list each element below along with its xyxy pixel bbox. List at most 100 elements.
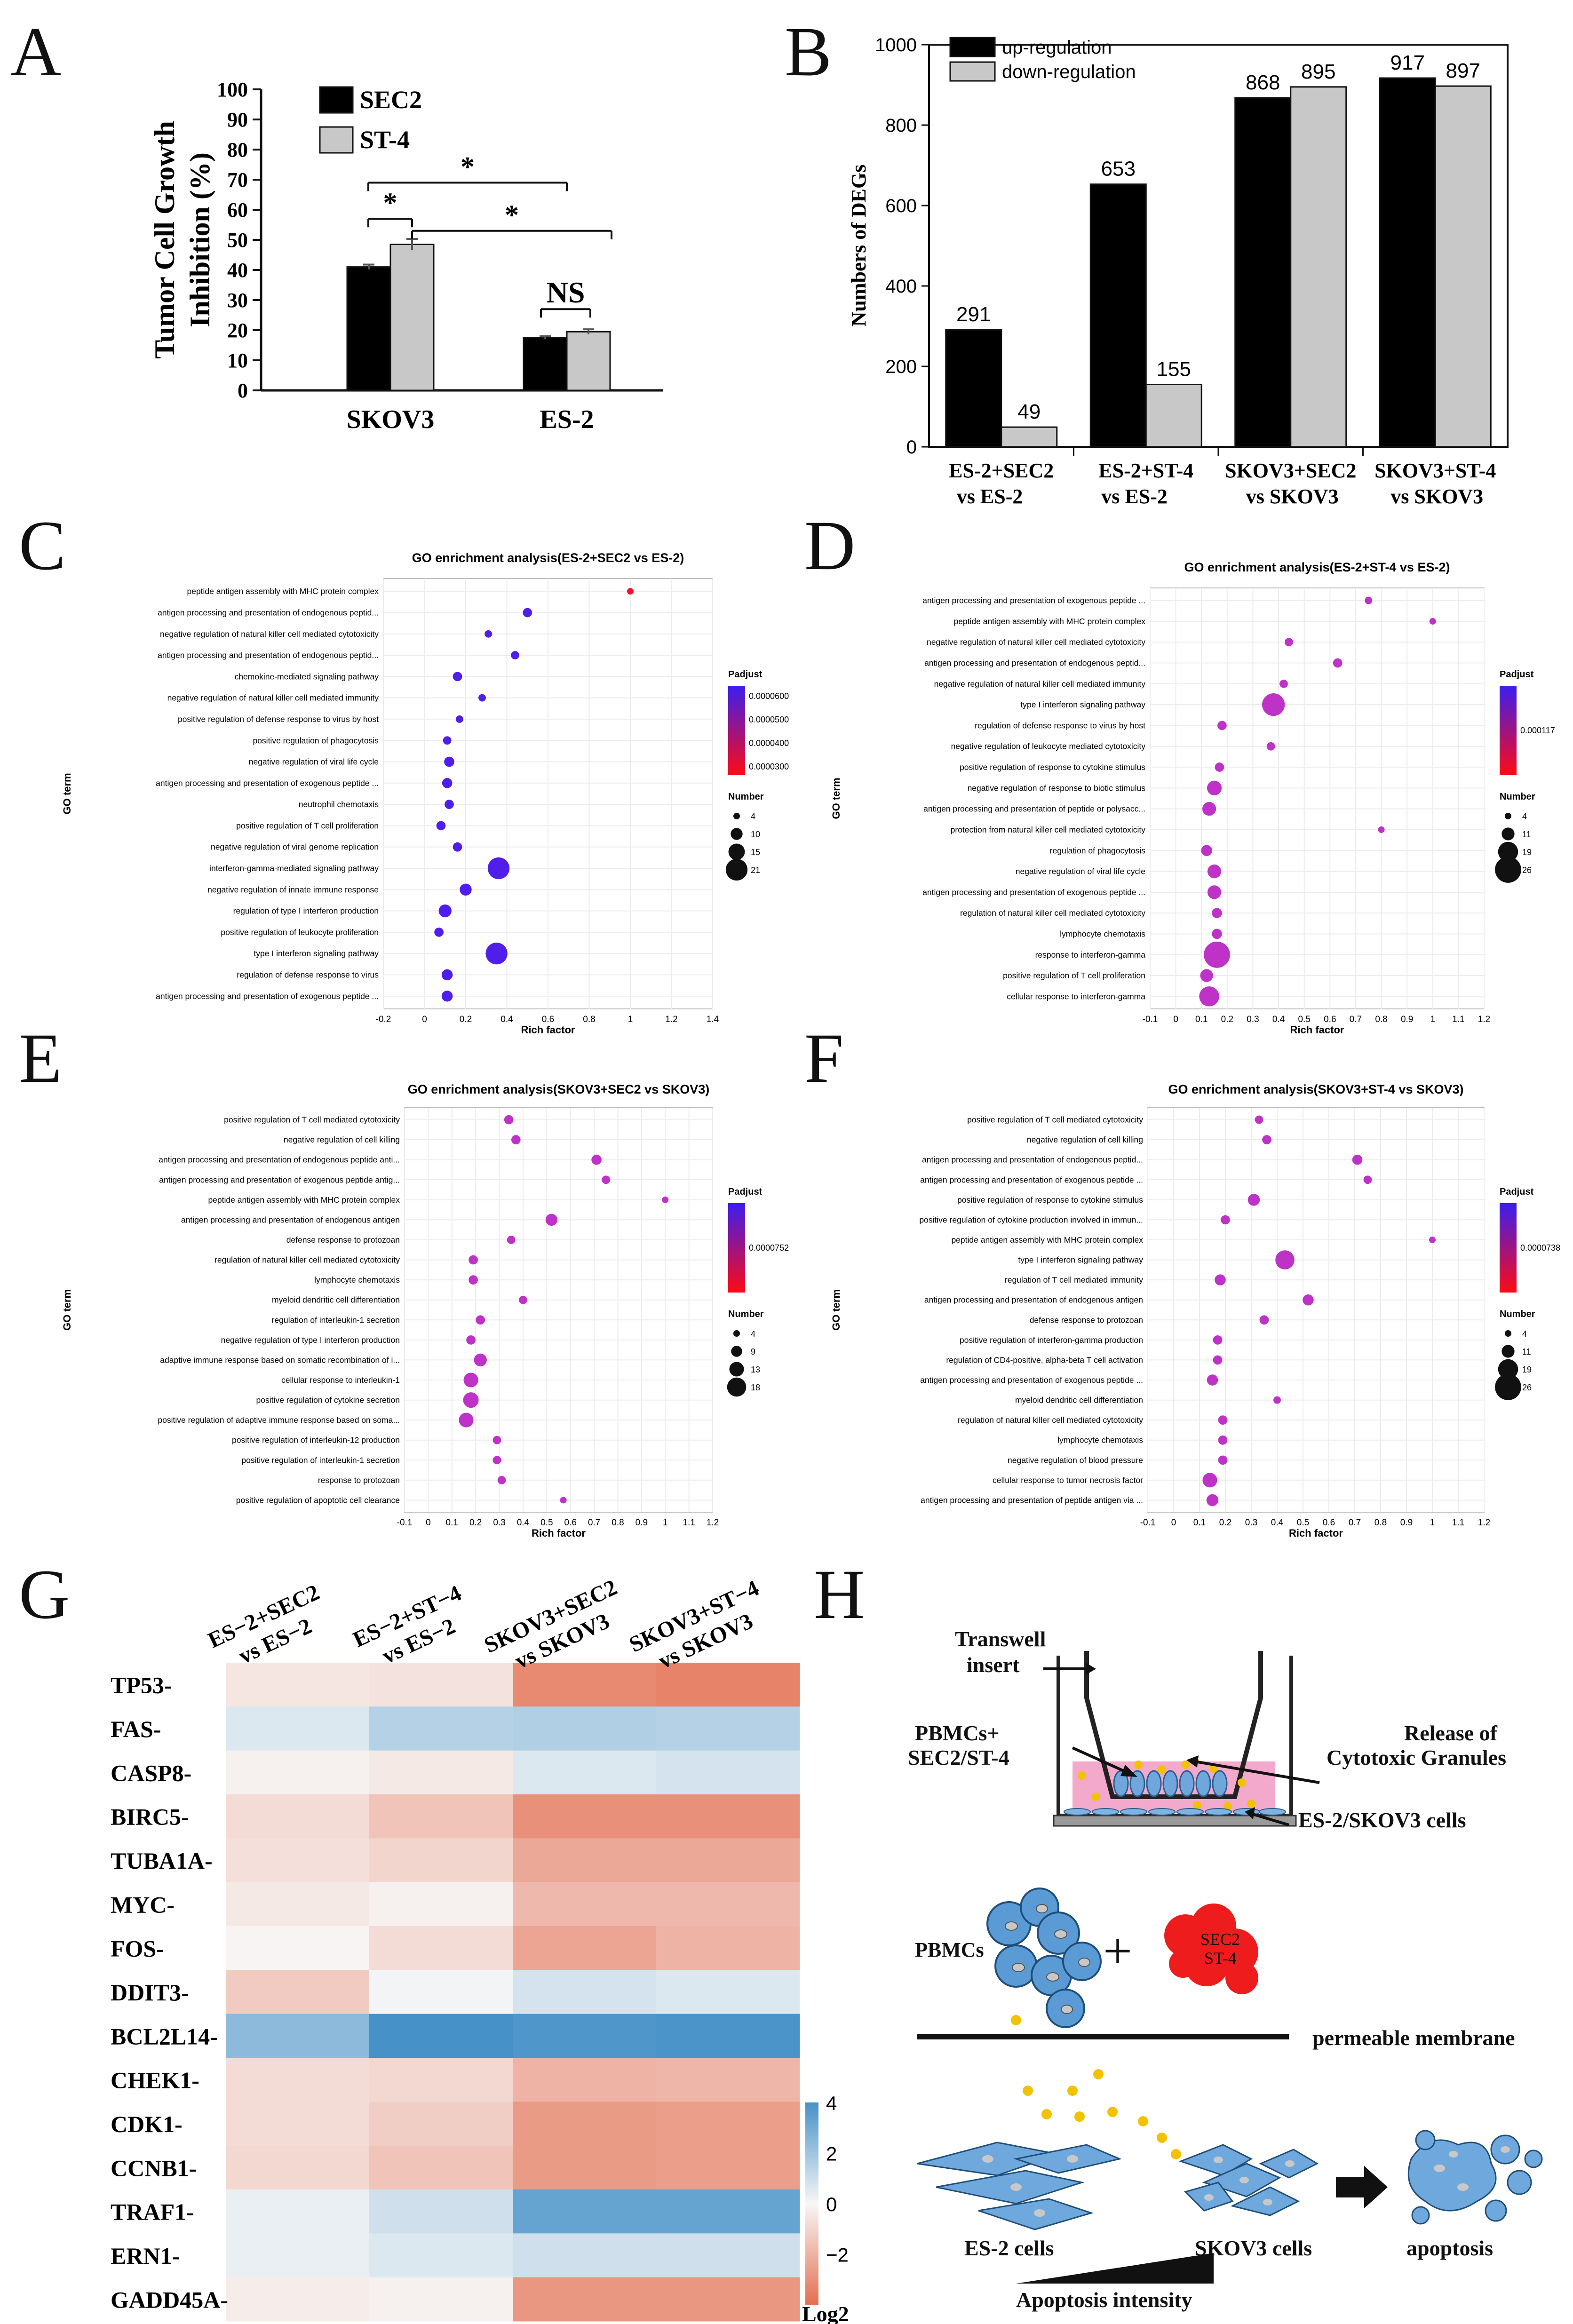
panel-letter-h: H xyxy=(814,1555,865,1634)
g-heatmap-cell xyxy=(369,2014,513,2058)
g-row-label: TUBA1A- xyxy=(111,1848,213,1874)
g-heatmap-cell xyxy=(656,1970,800,2015)
d-plot-frame xyxy=(1150,587,1485,1009)
g-row-label: FOS- xyxy=(111,1935,164,1962)
g-heatmap-cell xyxy=(226,2058,370,2102)
c-x-axis-title: Rich factor xyxy=(521,1024,575,1036)
c-legend-size-tick: 4 xyxy=(751,812,755,821)
e-legend-size-title: Number xyxy=(728,1309,764,1319)
d-point xyxy=(1429,618,1436,625)
g-heatmap-cell xyxy=(513,1970,657,2015)
f-legend-size-dot xyxy=(1505,1330,1511,1337)
d-point xyxy=(1266,742,1275,751)
c-go-term-label: regulation of defense response to virus xyxy=(237,970,379,980)
c-point xyxy=(442,778,453,788)
c-go-term-label: chemokine-mediated signaling pathway xyxy=(235,672,379,681)
c-legend-color-tick: 0.0000300 xyxy=(749,762,789,771)
e-go-term-label: antigen processing and presentation of e… xyxy=(181,1215,400,1224)
transwell-arrowhead xyxy=(1086,1663,1096,1675)
panel-f-go-bubble-chart: GO enrichment analysis(SKOV3+ST-4 vs SKO… xyxy=(830,1082,1560,1539)
d-legend-size-dot xyxy=(1502,827,1515,841)
c-x-tick-label: 1.4 xyxy=(707,1015,719,1024)
transwell-label-line1: Transwell xyxy=(955,1627,1046,1651)
c-legend-color-tick: 0.0000400 xyxy=(749,738,789,748)
d-legend-size-tick: 26 xyxy=(1522,865,1532,875)
c-point xyxy=(441,991,453,1002)
d-legend-size-tick: 4 xyxy=(1522,812,1527,821)
a-y-axis-title: Tumor Cell Growth Inhibition (%) xyxy=(149,121,215,359)
panel-e-go-bubble-chart: GO enrichment analysis(SKOV3+SEC2 vs SKO… xyxy=(61,1082,789,1539)
b-legend-swatch xyxy=(949,61,996,82)
arrow-to-apoptosis-icon xyxy=(1336,2166,1388,2208)
a-y-tick-label: 30 xyxy=(227,289,248,312)
a-y-tick-label: 40 xyxy=(227,259,248,282)
f-go-term-label: antigen processing and presentation of e… xyxy=(920,1175,1143,1184)
b-category-label-line2: vs SKOV3 xyxy=(1246,485,1339,508)
b-bar-up-regulation xyxy=(1234,97,1292,448)
g-heatmap-cell xyxy=(656,1838,800,1883)
a-bar-st-4 xyxy=(389,244,435,391)
e-point xyxy=(545,1214,558,1226)
c-point xyxy=(438,904,452,918)
d-legend-color-title: Padjust xyxy=(1500,669,1534,680)
g-heatmap-cell xyxy=(226,2014,370,2058)
e-legend-size-tick: 9 xyxy=(751,1347,755,1356)
e-point xyxy=(459,1412,474,1428)
a-category-label: SKOV3 xyxy=(347,405,435,434)
a-y-tick-label: 70 xyxy=(227,168,248,191)
c-go-term-label: negative regulation of natural killer ce… xyxy=(167,693,379,703)
g-heatmap-cell xyxy=(226,1663,370,1707)
e-point xyxy=(493,1436,501,1444)
membrane-label: permeable membrane xyxy=(1312,2026,1515,2050)
f-x-tick-label: 0.7 xyxy=(1349,1518,1361,1528)
e-go-term-label: positive regulation of interleukin-12 pr… xyxy=(232,1436,400,1445)
f-go-term-label: myeloid dendritic cell differentiation xyxy=(1015,1396,1143,1405)
g-heatmap-cell xyxy=(513,1838,657,1883)
c-legend-size-dot xyxy=(731,828,743,840)
g-heatmap-cell xyxy=(226,2102,370,2146)
e-point xyxy=(519,1295,527,1304)
g-heatmap-cell xyxy=(513,2058,657,2102)
toxin-label-line1: SEC2 xyxy=(1200,1930,1240,1949)
g-colorbar xyxy=(805,2102,818,2305)
f-go-term-label: cellular response to tumor necrosis fact… xyxy=(993,1475,1143,1485)
b-category-label-line2: vs ES-2 xyxy=(957,485,1023,508)
panel-letter-b: B xyxy=(785,13,832,91)
release-label-line1: Release of xyxy=(1404,1721,1498,1745)
d-point xyxy=(1207,885,1222,899)
g-heatmap-cell xyxy=(369,1750,513,1795)
f-go-term-label: regulation of CD4-positive, alpha-beta T… xyxy=(946,1355,1143,1364)
d-point xyxy=(1285,638,1293,647)
f-go-term-label: positive regulation of T cell mediated c… xyxy=(967,1115,1143,1125)
g-row-label: MYC- xyxy=(111,1891,175,1918)
d-x-tick-label: 0.7 xyxy=(1350,1015,1362,1024)
e-point xyxy=(560,1497,567,1504)
c-go-term-label: negative regulation of viral life cycle xyxy=(249,757,379,767)
e-go-term-label: peptide antigen assembly with MHC protei… xyxy=(208,1195,400,1205)
c-point xyxy=(455,715,463,723)
d-go-term-label: regulation of natural killer cell mediat… xyxy=(960,908,1145,918)
g-heatmap-cell xyxy=(369,2102,513,2146)
e-point xyxy=(497,1475,506,1484)
g-row-label: FAS- xyxy=(111,1716,161,1742)
g-row-label: CDK1- xyxy=(111,2111,183,2137)
d-point xyxy=(1202,802,1216,816)
c-y-axis-title: GO term xyxy=(61,773,73,814)
f-point xyxy=(1202,1473,1217,1488)
g-heatmap-cell xyxy=(226,1926,370,1970)
c-x-tick-label: -0.2 xyxy=(376,1015,391,1024)
e-x-tick-label: 1.1 xyxy=(683,1518,695,1528)
e-legend-size-dot xyxy=(729,1362,744,1377)
g-heatmap-cell xyxy=(656,2058,800,2102)
d-go-term-label: negative regulation of natural killer ce… xyxy=(927,637,1145,647)
c-go-term-label: neutrophil chemotaxis xyxy=(299,800,379,809)
d-legend-size-dot xyxy=(1498,841,1518,862)
f-go-term-label: lymphocyte chemotaxis xyxy=(1057,1436,1143,1445)
g-heatmap-cell xyxy=(369,1706,513,1751)
a-y-tick-label: 0 xyxy=(238,379,248,402)
b-legend-label: up-regulation xyxy=(1002,37,1112,58)
e-go-term-label: negative regulation of cell killing xyxy=(284,1135,400,1144)
f-x-tick-label: 1 xyxy=(1430,1518,1435,1528)
c-point xyxy=(487,857,510,880)
c-point xyxy=(453,842,462,852)
